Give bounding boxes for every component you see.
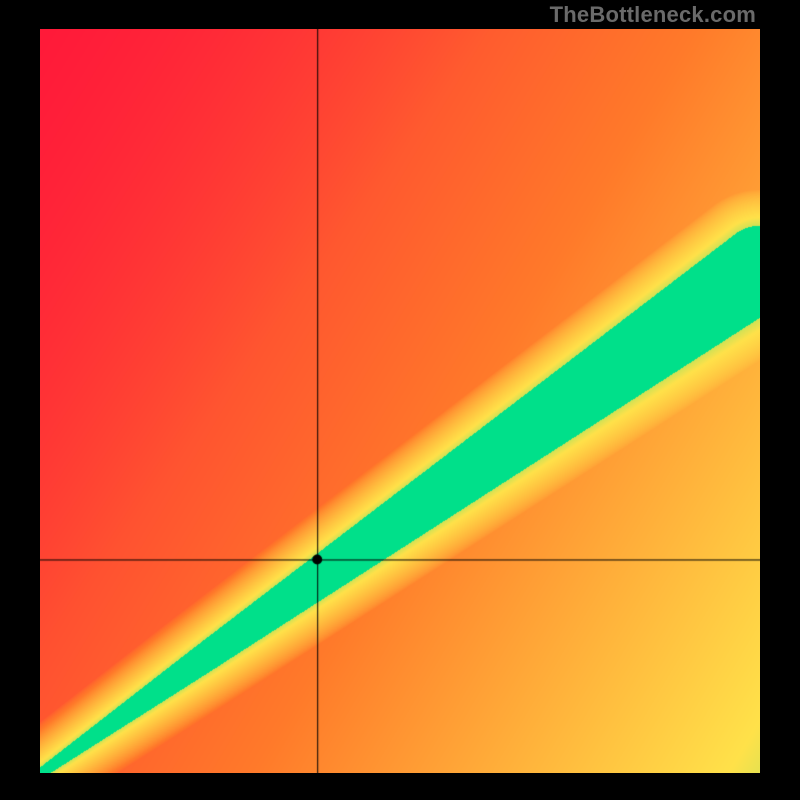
watermark-text: TheBottleneck.com: [550, 2, 756, 28]
chart-container: TheBottleneck.com: [0, 0, 800, 800]
heatmap-canvas: [40, 29, 760, 773]
